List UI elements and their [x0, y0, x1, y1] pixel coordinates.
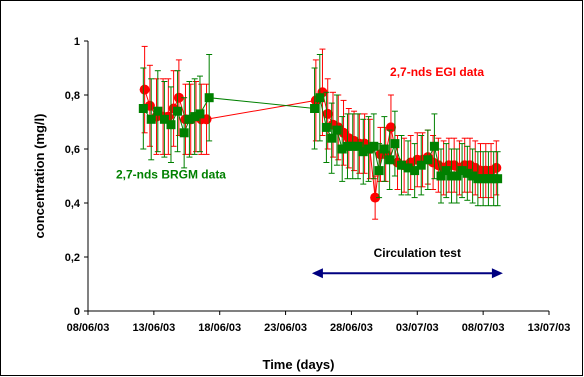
- data-point-brgm: [396, 160, 406, 170]
- data-point-brgm: [468, 171, 478, 181]
- data-point-brgm: [353, 141, 363, 151]
- data-point-brgm: [332, 125, 342, 135]
- data-point-brgm: [452, 171, 462, 181]
- data-point-brgm: [348, 141, 358, 151]
- x-tick-label: 13/06/03: [132, 322, 175, 334]
- x-tick-label: 13/07/03: [528, 322, 571, 334]
- data-point-brgm: [416, 160, 426, 170]
- data-point-brgm: [153, 106, 163, 116]
- data-point-brgm: [146, 114, 156, 124]
- data-point-brgm: [315, 93, 325, 103]
- x-tick-label: 28/06/03: [330, 322, 373, 334]
- y-tick-label: 1: [74, 36, 80, 48]
- x-tick-label: 08/06/03: [67, 322, 110, 334]
- arrow-head-left-icon: [311, 268, 323, 279]
- data-point-brgm: [337, 144, 347, 154]
- data-point-brgm: [493, 174, 503, 184]
- annotation-label: 2,7-nds BRGM data: [116, 168, 226, 182]
- x-tick-label: 08/07/03: [462, 322, 505, 334]
- data-point-brgm: [447, 171, 457, 181]
- data-point-brgm: [478, 174, 488, 184]
- data-point-brgm: [179, 128, 189, 138]
- data-point-brgm: [374, 166, 384, 176]
- y-tick-label: 0,2: [65, 252, 80, 264]
- data-point-egi: [173, 92, 184, 103]
- y-tick-label: 0: [74, 306, 80, 318]
- data-point-brgm: [390, 139, 400, 149]
- data-point-brgm: [138, 104, 148, 113]
- data-point-brgm: [159, 114, 169, 124]
- arrow-head-right-icon: [491, 268, 503, 279]
- data-point-brgm: [483, 174, 493, 184]
- y-tick-label: 0,4: [65, 198, 81, 210]
- annotation-label: 2,7-nds EGI data: [390, 65, 484, 79]
- data-point-brgm: [462, 168, 472, 178]
- y-tick-label: 0,6: [65, 144, 80, 156]
- annotation-label: Circulation test: [374, 246, 461, 260]
- data-point-brgm: [423, 155, 433, 165]
- data-point-brgm: [358, 147, 368, 157]
- data-point-brgm: [184, 114, 194, 124]
- y-tick-label: 0,8: [65, 90, 80, 102]
- data-point-brgm: [436, 171, 446, 181]
- data-point-egi: [322, 108, 333, 119]
- data-point-brgm: [310, 104, 320, 113]
- data-point-brgm: [166, 120, 176, 130]
- data-point-egi: [491, 162, 502, 173]
- data-point-egi: [370, 192, 381, 203]
- data-point-brgm: [379, 144, 389, 154]
- data-point-brgm: [457, 166, 467, 176]
- data-point-brgm: [204, 93, 214, 103]
- data-point-brgm: [441, 166, 451, 176]
- data-point-brgm: [364, 144, 374, 154]
- data-point-brgm: [342, 141, 352, 151]
- x-tick-label: 03/07/03: [396, 322, 439, 334]
- data-point-egi: [139, 84, 150, 95]
- data-point-brgm: [385, 155, 395, 165]
- data-point-brgm: [429, 141, 439, 151]
- data-point-brgm: [369, 141, 379, 151]
- x-axis-title: Time (days): [262, 357, 334, 372]
- data-point-brgm: [327, 133, 337, 143]
- data-point-brgm: [410, 166, 420, 176]
- data-point-brgm: [195, 109, 205, 119]
- data-point-brgm: [173, 106, 183, 116]
- data-point-brgm: [190, 112, 200, 122]
- y-axis-title: concentration (mg/l): [32, 114, 47, 239]
- data-point-brgm: [403, 163, 413, 173]
- x-tick-label: 18/06/03: [198, 322, 241, 334]
- x-tick-label: 23/06/03: [264, 322, 307, 334]
- data-point-brgm: [321, 122, 331, 132]
- data-point-brgm: [473, 174, 483, 184]
